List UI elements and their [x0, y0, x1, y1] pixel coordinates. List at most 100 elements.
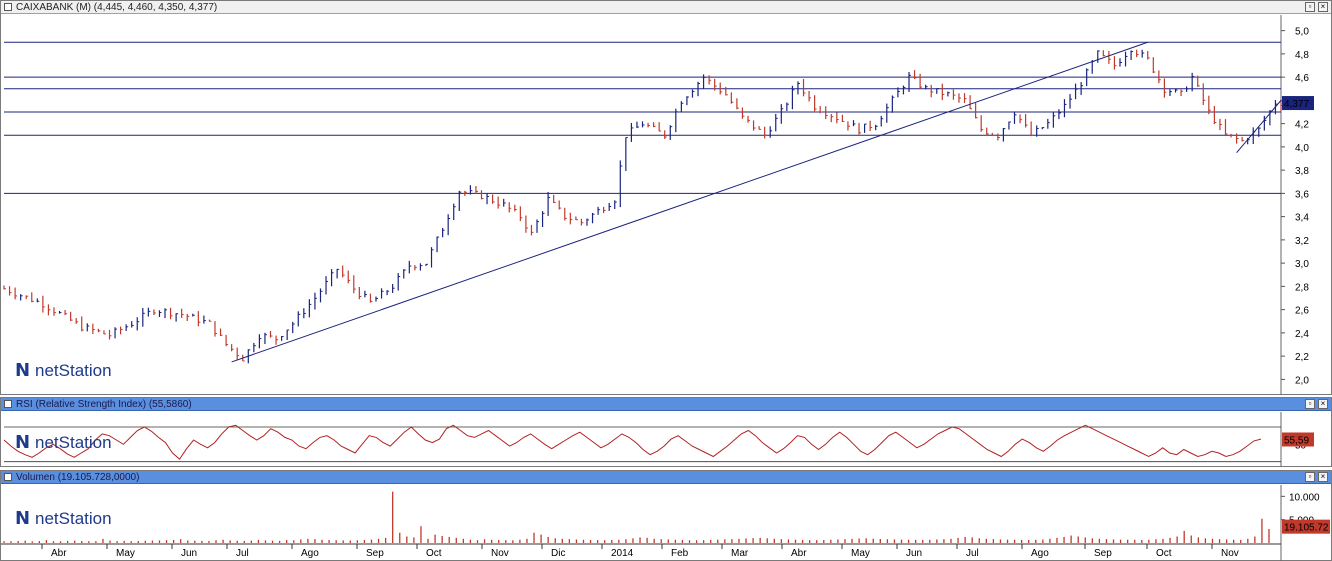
price-bar	[791, 85, 795, 110]
price-bar	[519, 206, 523, 222]
price-bar	[680, 101, 684, 113]
price-bar	[1213, 105, 1217, 125]
price-bar	[691, 89, 695, 98]
netstation-logo-icon: N	[15, 508, 30, 529]
price-bar	[491, 194, 495, 204]
price-bar	[541, 211, 545, 228]
price-bar	[1008, 121, 1011, 130]
price-bar	[81, 316, 84, 332]
netstation-logo-icon: N	[15, 432, 30, 453]
price-bar	[725, 86, 728, 96]
price-bar	[231, 344, 234, 352]
price-bar	[664, 130, 667, 139]
price-bar	[636, 121, 639, 129]
price-bar	[353, 275, 356, 294]
price-bar	[1113, 56, 1117, 70]
price-bar	[92, 323, 95, 335]
close-button[interactable]: ×	[1318, 472, 1328, 482]
price-bar	[397, 273, 401, 291]
price-bar	[131, 321, 134, 328]
price-bar	[986, 127, 989, 136]
rsi-last-value-box	[1282, 432, 1314, 447]
restore-button[interactable]: ▫	[1305, 472, 1315, 482]
price-bar	[675, 108, 678, 133]
price-bar	[469, 185, 473, 195]
price-bar	[869, 120, 873, 132]
price-bar	[553, 194, 556, 203]
price-bar	[730, 92, 734, 104]
price-bar	[158, 310, 162, 317]
price-bar	[147, 307, 151, 317]
x-tick-label: Jul	[236, 548, 249, 559]
price-bar	[42, 295, 45, 313]
price-bar	[847, 121, 850, 131]
price-bar	[108, 329, 112, 340]
price-bar	[1069, 94, 1073, 109]
price-bar	[863, 123, 867, 133]
price-bar	[930, 84, 934, 98]
price-bar	[764, 126, 767, 139]
x-tick-label: Nov	[491, 548, 509, 559]
price-bar	[1041, 127, 1045, 130]
price-bar	[958, 93, 961, 103]
price-bar	[253, 342, 256, 353]
y-tick-label: 4,2	[1295, 120, 1309, 131]
price-bar	[686, 96, 689, 106]
price-bar	[347, 270, 351, 284]
price-bar	[1186, 86, 1189, 92]
price-bar	[780, 104, 784, 124]
price-bar	[536, 219, 540, 233]
x-tick-label: Ago	[1031, 548, 1049, 559]
price-bar	[369, 293, 373, 303]
price-bar	[47, 304, 51, 316]
price-bar	[425, 263, 428, 266]
last-value-label: 4,377	[1284, 99, 1309, 110]
price-bar	[919, 73, 923, 89]
price-bar	[936, 88, 939, 94]
checkbox-icon[interactable]	[4, 473, 12, 481]
price-bar	[125, 324, 129, 331]
restore-button[interactable]: ▫	[1305, 399, 1315, 409]
close-button[interactable]: ×	[1318, 399, 1328, 409]
price-bar	[64, 309, 68, 316]
price-bar	[458, 190, 462, 211]
price-bar	[1047, 118, 1050, 129]
volume-last-value-label: 19.105.72	[1284, 523, 1329, 534]
y-tick-label: 2,6	[1295, 306, 1309, 317]
price-bar	[614, 200, 617, 210]
price-bar	[336, 268, 340, 279]
price-bar	[814, 95, 817, 112]
checkbox-icon[interactable]	[4, 3, 12, 11]
price-bar	[1063, 99, 1067, 118]
x-tick-label: Feb	[671, 548, 689, 559]
price-bar	[142, 307, 145, 327]
price-bar	[1124, 51, 1128, 67]
price-bar	[736, 98, 739, 110]
price-bar	[1097, 50, 1100, 63]
y-tick-label: 3,2	[1295, 236, 1309, 247]
price-chart[interactable]: 2,02,22,42,62,83,03,23,43,63,84,04,24,44…	[1, 15, 1331, 395]
x-tick-label: Jul	[966, 548, 979, 559]
price-bar	[1074, 83, 1078, 100]
price-bar	[514, 204, 517, 212]
x-tick-label: Nov	[1221, 548, 1239, 559]
price-bar	[436, 236, 440, 253]
price-bar	[991, 132, 995, 136]
price-bar	[380, 288, 384, 299]
volume-chart[interactable]: 5.00010.00019.105.72NnetStationAbrMayJun…	[1, 485, 1331, 561]
price-bar	[908, 71, 912, 92]
price-bar	[525, 215, 528, 233]
price-bar	[497, 196, 501, 209]
checkbox-icon[interactable]	[4, 400, 12, 408]
x-tick-label: Dic	[551, 548, 565, 559]
y-tick-label: 3,6	[1295, 189, 1309, 200]
x-tick-label: Sep	[366, 548, 384, 559]
y-tick-label: 2,4	[1295, 329, 1309, 340]
close-button[interactable]: ×	[1318, 2, 1328, 12]
price-bar	[1230, 133, 1234, 138]
trendline	[231, 41, 1148, 363]
netstation-logo-text: netStation	[35, 361, 112, 380]
restore-button[interactable]: ▫	[1305, 2, 1315, 12]
